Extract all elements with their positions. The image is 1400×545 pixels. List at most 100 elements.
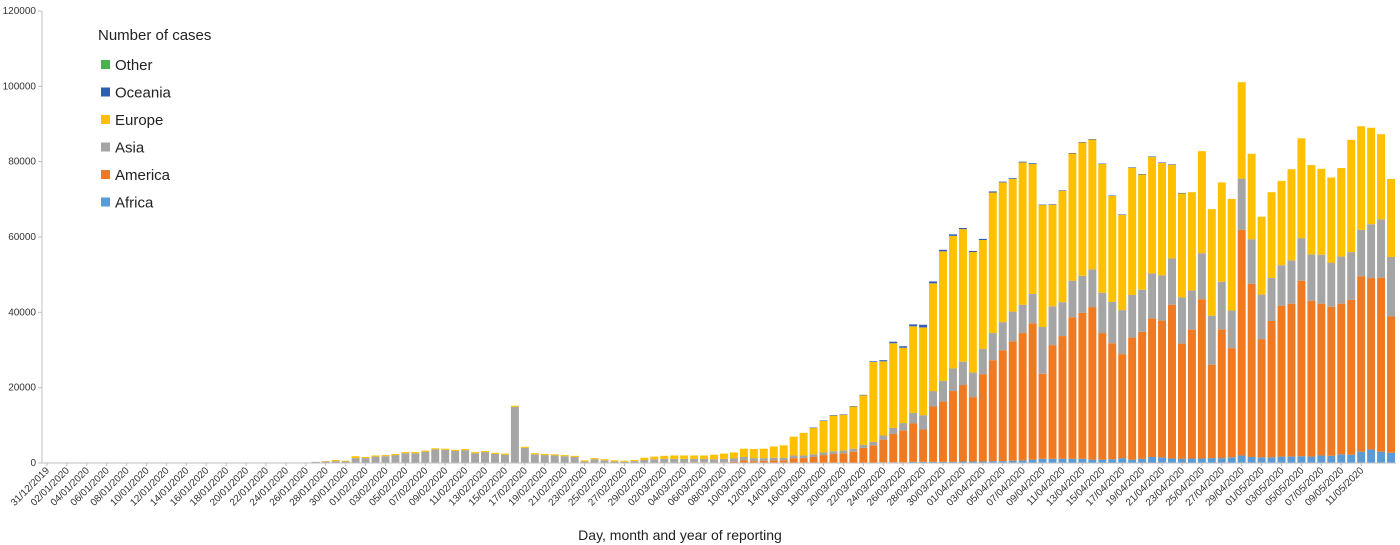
bar-segment-asia xyxy=(401,453,410,463)
bar-segment-europe xyxy=(1128,167,1137,295)
bar-segment-asia xyxy=(1287,260,1296,304)
bar-segment-europe xyxy=(779,445,788,458)
legend-label-america: America xyxy=(115,167,171,184)
bar-segment-europe xyxy=(899,347,908,424)
bar-segment-africa xyxy=(1217,458,1226,463)
bar-segment-asia xyxy=(331,461,340,463)
axes-layer: 02000040000600008000010000012000031/12/2… xyxy=(3,6,1396,509)
bar-segment-america xyxy=(948,391,957,462)
bar-segment-asia xyxy=(1128,295,1137,338)
bar-segment-oceania xyxy=(1048,204,1057,205)
bar-segment-america xyxy=(1247,283,1256,457)
bar-segment-asia xyxy=(839,450,848,454)
bar-segment-oceania xyxy=(1098,163,1107,165)
bar-segment-asia xyxy=(471,453,480,463)
bar-segment-africa xyxy=(1317,455,1326,463)
bar-segment-asia xyxy=(1347,252,1356,300)
bars-layer xyxy=(311,82,1395,464)
bar-segment-america xyxy=(1327,306,1336,456)
bar-segment-asia xyxy=(1277,265,1286,306)
bar-segment-america xyxy=(869,445,878,463)
bar-segment-africa xyxy=(1038,458,1047,463)
bar-segment-africa xyxy=(939,461,947,463)
bar-segment-africa xyxy=(1357,451,1366,463)
bar-segment-asia xyxy=(759,458,768,461)
bar-segment-america xyxy=(1088,307,1097,460)
bar-segment-oceania xyxy=(998,181,1007,183)
bar-segment-asia xyxy=(1148,273,1157,319)
bar-segment-europe xyxy=(1048,204,1057,307)
bar-segment-asia xyxy=(988,333,997,361)
bar-segment-oceania xyxy=(879,360,888,362)
bar-segment-africa xyxy=(1207,458,1216,463)
bar-segment-asia xyxy=(670,458,679,463)
y-tick-label: 60000 xyxy=(8,232,36,243)
bar-segment-america xyxy=(1078,312,1087,459)
bar-segment-asia xyxy=(620,461,629,463)
bar-segment-asia xyxy=(600,460,609,463)
bar-segment-europe xyxy=(1098,163,1107,293)
bar-segment-asia xyxy=(729,458,738,462)
bar-segment-america xyxy=(1148,318,1157,457)
bar-segment-oceania xyxy=(1078,142,1087,143)
bar-segment-america xyxy=(839,453,848,463)
bar-segment-america xyxy=(909,423,918,462)
bar-segment-europe xyxy=(471,452,480,454)
bar-segment-america xyxy=(819,455,828,463)
bar-segment-africa xyxy=(919,461,928,463)
bar-segment-asia xyxy=(1088,269,1097,308)
bar-segment-asia xyxy=(1078,275,1087,313)
bar-segment-europe xyxy=(789,436,798,456)
bar-segment-oceania xyxy=(829,415,838,416)
bar-segment-asia xyxy=(1098,292,1107,334)
bar-segment-africa xyxy=(1337,454,1346,463)
y-tick-label: 20000 xyxy=(8,383,36,394)
bar-segment-oceania xyxy=(939,249,947,252)
bar-segment-asia xyxy=(769,457,778,461)
bar-segment-europe xyxy=(441,448,450,450)
bar-segment-europe xyxy=(1317,168,1326,255)
bar-segment-oceania xyxy=(1108,195,1117,197)
bar-segment-europe xyxy=(331,459,340,462)
bar-segment-america xyxy=(899,430,908,463)
bar-segment-oceania xyxy=(1118,214,1127,215)
bar-segment-africa xyxy=(1197,458,1206,463)
bar-segment-america xyxy=(958,385,967,462)
legend-swatch-other xyxy=(101,60,110,69)
bar-segment-america xyxy=(1187,329,1196,459)
bar-segment-europe xyxy=(1237,82,1246,179)
bar-segment-america xyxy=(889,434,898,463)
bar-segment-europe xyxy=(968,252,977,373)
bar-segment-asia xyxy=(700,458,709,463)
bar-segment-america xyxy=(1337,303,1346,455)
bar-segment-europe xyxy=(1058,190,1067,303)
bar-segment-asia xyxy=(869,441,878,446)
bar-segment-asia xyxy=(1367,224,1376,279)
bar-segment-europe xyxy=(610,460,619,462)
bar-segment-america xyxy=(789,458,798,463)
bar-segment-asia xyxy=(929,391,938,407)
bar-segment-europe xyxy=(650,456,659,460)
bar-segment-europe xyxy=(978,240,987,349)
legend-swatch-europe xyxy=(101,115,110,124)
bar-segment-europe xyxy=(1187,192,1196,291)
bar-segment-america xyxy=(769,460,778,463)
bar-segment-america xyxy=(1287,303,1296,457)
bar-segment-europe xyxy=(889,343,898,428)
bar-segment-europe xyxy=(710,454,718,460)
legend-title: Number of cases xyxy=(98,27,211,44)
bar-segment-africa xyxy=(998,461,1007,463)
bar-segment-america xyxy=(1008,341,1017,461)
bar-segment-asia xyxy=(371,456,380,463)
bar-segment-asia xyxy=(958,361,967,386)
bar-segment-america xyxy=(779,460,788,463)
bar-segment-america xyxy=(968,397,977,462)
bar-segment-america xyxy=(1128,337,1137,460)
bar-segment-europe xyxy=(1327,177,1336,263)
bar-segment-oceania xyxy=(849,406,858,407)
bar-segment-asia xyxy=(1227,310,1236,349)
bar-segment-europe xyxy=(769,446,778,458)
bar-segment-america xyxy=(1168,304,1176,459)
bar-segment-oceania xyxy=(988,191,997,193)
